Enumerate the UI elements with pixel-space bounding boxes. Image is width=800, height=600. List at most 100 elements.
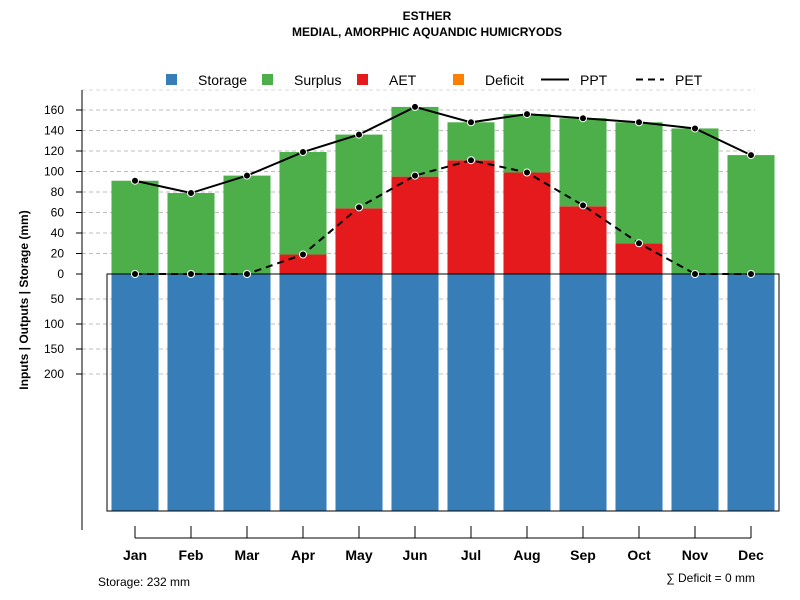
surplus-bar <box>111 180 159 274</box>
y-tick-label: 0 <box>57 267 64 281</box>
ppt-point <box>635 118 643 127</box>
pet-point <box>131 270 139 278</box>
y-tick-label: 120 <box>44 144 64 158</box>
x-tick-label: Oct <box>627 547 651 563</box>
storage-bar <box>391 274 439 511</box>
pet-point <box>523 168 531 177</box>
surplus-bar <box>335 134 383 209</box>
y-tick-label: 100 <box>44 165 64 179</box>
aet-bar <box>335 208 383 274</box>
storage-bar <box>167 274 215 511</box>
x-tick-label: Jun <box>403 547 428 563</box>
pet-point <box>243 270 251 278</box>
x-tick-label: Mar <box>235 547 260 563</box>
x-tick-label: Sep <box>570 547 596 563</box>
aet-bar <box>447 160 495 274</box>
legend-swatch <box>262 74 273 85</box>
legend-label: Surplus <box>294 72 341 88</box>
legend-swatch <box>453 74 464 85</box>
y-tick-label: 140 <box>44 124 64 138</box>
surplus-bar <box>727 155 775 274</box>
y-tick-label: 40 <box>51 226 65 240</box>
deficit-note: ∑ Deficit = 0 mm <box>666 571 755 585</box>
storage-bar <box>727 274 775 511</box>
legend-label: AET <box>389 72 417 88</box>
pet-point <box>187 270 195 278</box>
ppt-point <box>579 114 587 123</box>
legend-label: PPT <box>580 72 608 88</box>
pet-point <box>411 171 419 180</box>
x-tick-label: Apr <box>291 547 316 563</box>
y-tick-label: 200 <box>44 367 64 381</box>
storage-bar <box>447 274 495 511</box>
ppt-point <box>467 118 475 127</box>
pet-point <box>691 270 699 278</box>
surplus-bar <box>559 118 607 207</box>
y-axis-label: Inputs | Outputs | Storage (mm) <box>17 210 31 389</box>
storage-bar <box>671 274 719 511</box>
pet-point <box>299 250 307 259</box>
legend-label: Storage <box>198 72 247 88</box>
line-layer <box>131 102 755 278</box>
ppt-point <box>411 102 419 111</box>
storage-bar <box>111 274 159 511</box>
ppt-point <box>355 130 363 139</box>
surplus-bar <box>503 114 551 173</box>
y-tick-label: 20 <box>51 247 65 261</box>
pet-line <box>135 159 751 275</box>
chart-title: ESTHER <box>403 9 452 23</box>
x-tick-label: Dec <box>738 547 764 563</box>
x-tick-label: Aug <box>513 547 540 563</box>
legend-swatch <box>166 74 177 85</box>
surplus-bar <box>391 106 439 177</box>
aet-bar <box>615 243 663 274</box>
y-tick-label: 60 <box>51 206 65 220</box>
legend-label: PET <box>675 72 703 88</box>
surplus-bar <box>167 193 215 274</box>
y-tick-label: 150 <box>44 342 64 356</box>
x-tick-label: May <box>345 547 372 563</box>
bar-layer <box>106 106 780 512</box>
pet-point <box>747 270 755 278</box>
aet-bar <box>559 206 607 274</box>
pet-point <box>579 201 587 210</box>
surplus-bar <box>615 122 663 244</box>
storage-bar <box>335 274 383 511</box>
aet-bar <box>503 172 551 274</box>
x-tick-label: Jan <box>123 547 147 563</box>
x-tick-label: Feb <box>179 547 204 563</box>
storage-note: Storage: 232 mm <box>98 575 190 589</box>
ppt-point <box>523 110 531 119</box>
y-tick-label: 160 <box>44 103 64 117</box>
ppt-line <box>134 105 752 195</box>
axis-layer: 0 20 40 60 80 100 120 140 160 50 100 150 200 Jan Feb Ma… <box>44 90 764 563</box>
ppt-point <box>691 124 699 133</box>
legend: Storage Surplus AET Deficit PPT PET <box>166 72 703 88</box>
ppt-point <box>187 189 195 198</box>
legend-swatch <box>357 74 368 85</box>
storage-bar <box>503 274 551 511</box>
storage-bar <box>615 274 663 511</box>
surplus-bar <box>447 122 495 161</box>
ppt-point <box>243 171 251 180</box>
surplus-bar <box>223 175 271 274</box>
pet-point <box>467 156 475 165</box>
ppt-point <box>299 148 307 157</box>
y-tick-label: 50 <box>51 292 65 306</box>
y-tick-label: 100 <box>44 317 64 331</box>
storage-bar <box>279 274 327 511</box>
chart-subtitle: MEDIAL, AMORPHIC AQUANDIC HUMICRYODS <box>292 25 562 39</box>
ppt-point <box>131 176 139 185</box>
ppt-point <box>747 151 755 160</box>
x-tick-label: Jul <box>461 547 481 563</box>
surplus-bar <box>671 128 719 274</box>
pet-point <box>635 239 643 248</box>
legend-label: Deficit <box>485 72 524 88</box>
pet-point <box>355 203 363 212</box>
y-tick-label: 80 <box>51 185 65 199</box>
x-tick-label: Nov <box>682 547 709 563</box>
aet-bar <box>391 176 439 274</box>
storage-bar <box>559 274 607 511</box>
